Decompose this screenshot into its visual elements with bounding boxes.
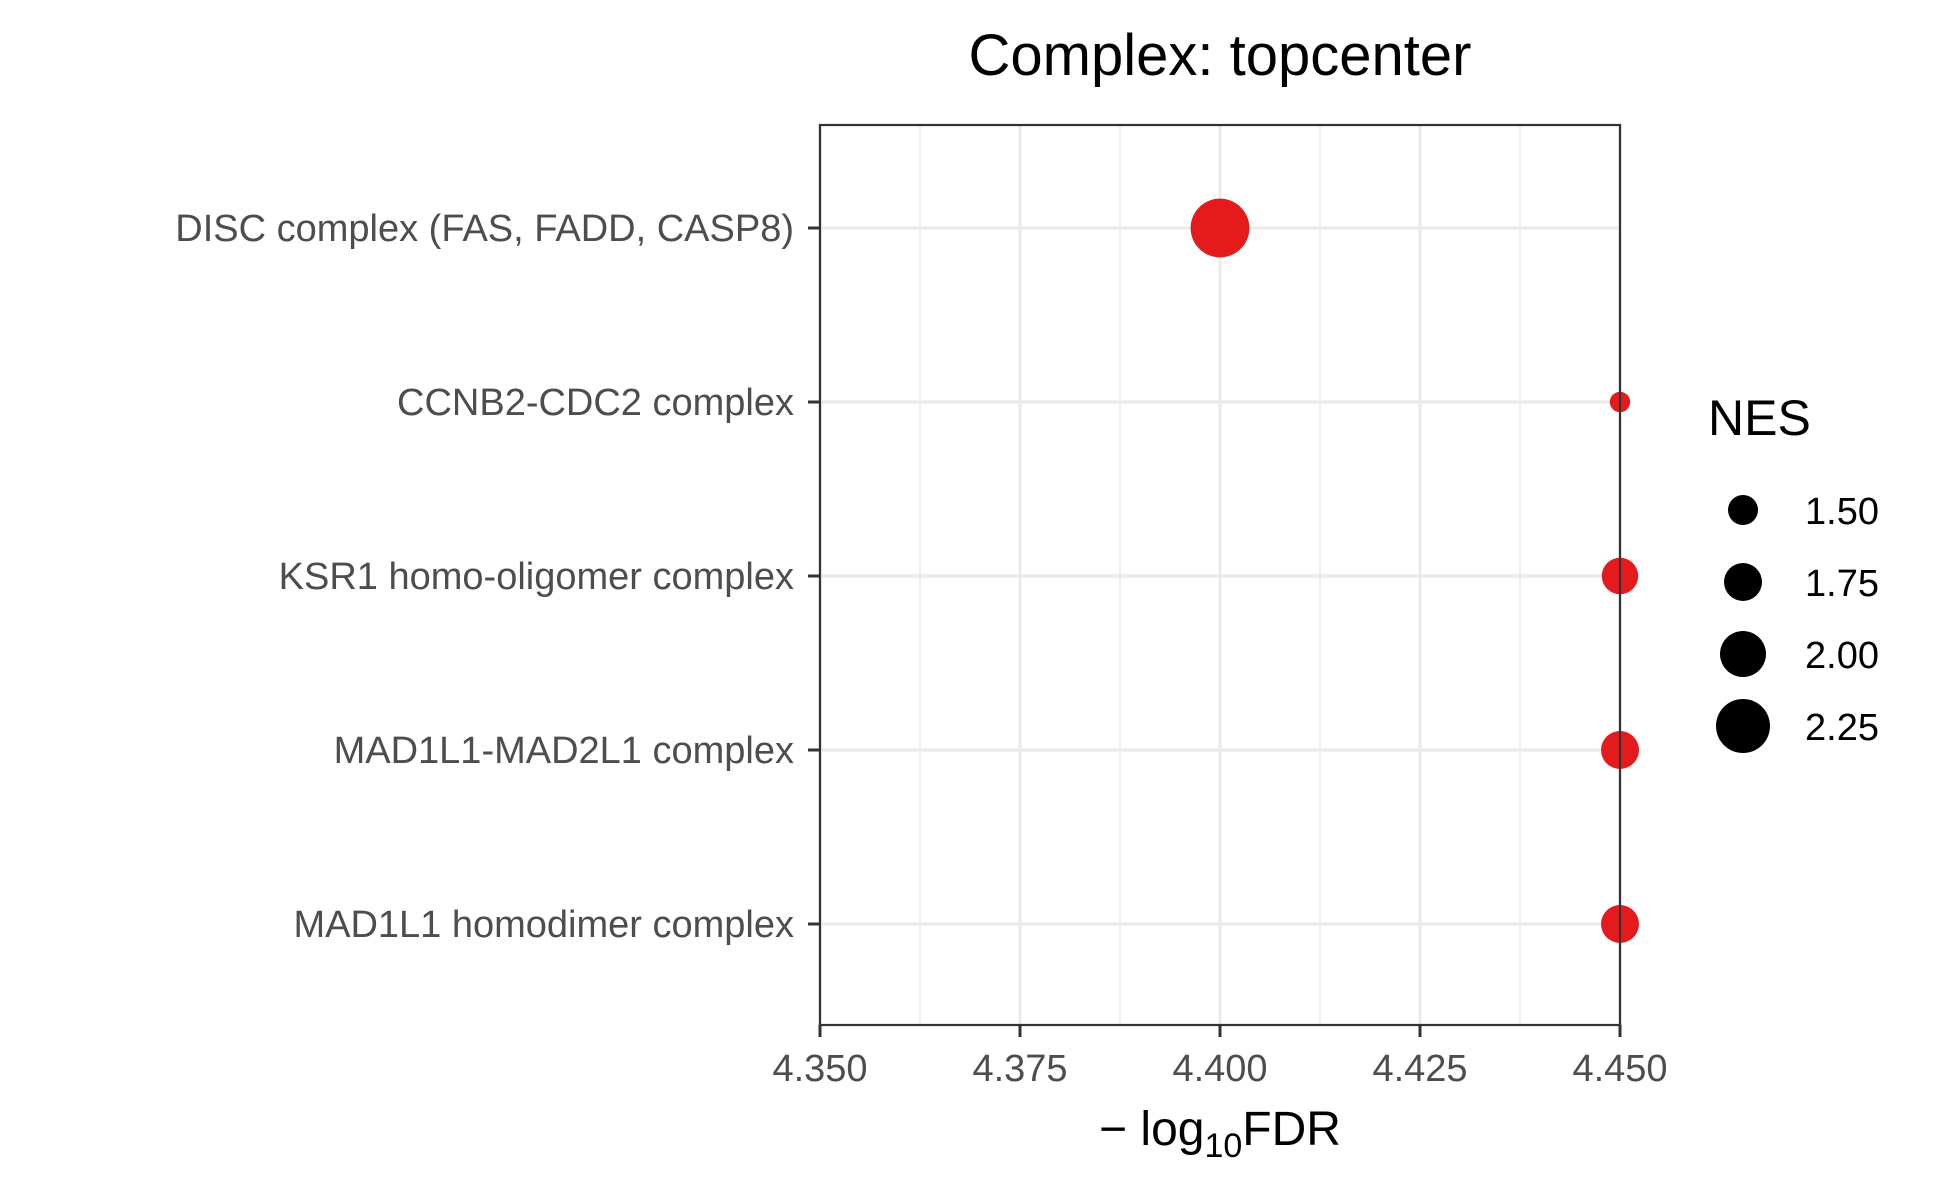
legend-entries: 1.50 1.75 2.00 2.25	[1716, 491, 1879, 753]
x-tick-label: 4.375	[972, 1048, 1067, 1090]
y-tick-label: DISC complex (FAS, FADD, CASP8)	[175, 208, 794, 250]
x-tick-label: 4.400	[1172, 1048, 1267, 1090]
x-tick-label: 4.450	[1572, 1048, 1667, 1090]
y-tick-label: MAD1L1-MAD2L1 complex	[334, 730, 794, 772]
x-axis-label-suffix: FDR	[1242, 1103, 1341, 1156]
y-tick-label: KSR1 homo-oligomer complex	[279, 556, 794, 598]
legend-title: NES	[1708, 390, 1811, 446]
y-tick-label: CCNB2-CDC2 complex	[397, 382, 794, 424]
x-axis-label-prefix: − log	[1099, 1103, 1204, 1156]
legend-label: 1.50	[1805, 491, 1879, 533]
x-axis-label: − log10FDR	[1099, 1103, 1341, 1165]
legend-key	[1724, 563, 1762, 601]
x-tick-label: 4.350	[772, 1048, 867, 1090]
legend-label: 1.75	[1805, 563, 1879, 605]
legend-key	[1728, 495, 1758, 525]
data-points	[1190, 198, 1639, 943]
y-tick-label: MAD1L1 homodimer complex	[293, 904, 794, 946]
legend-label: 2.00	[1805, 635, 1879, 677]
legend: NES 1.50 1.75 2.00 2.25	[1708, 390, 1879, 753]
x-tick-label: 4.425	[1372, 1048, 1467, 1090]
y-axis: DISC complex (FAS, FADD, CASP8) CCNB2-CDC…	[175, 208, 820, 946]
x-axis-label-subscript: 10	[1204, 1127, 1242, 1165]
legend-key	[1716, 699, 1770, 753]
legend-key	[1720, 631, 1766, 677]
data-point	[1190, 198, 1250, 258]
chart-title: Complex: topcenter	[969, 23, 1472, 88]
legend-label: 2.25	[1805, 707, 1879, 749]
x-axis: 4.350 4.375 4.400 4.425 4.450	[772, 1025, 1668, 1090]
